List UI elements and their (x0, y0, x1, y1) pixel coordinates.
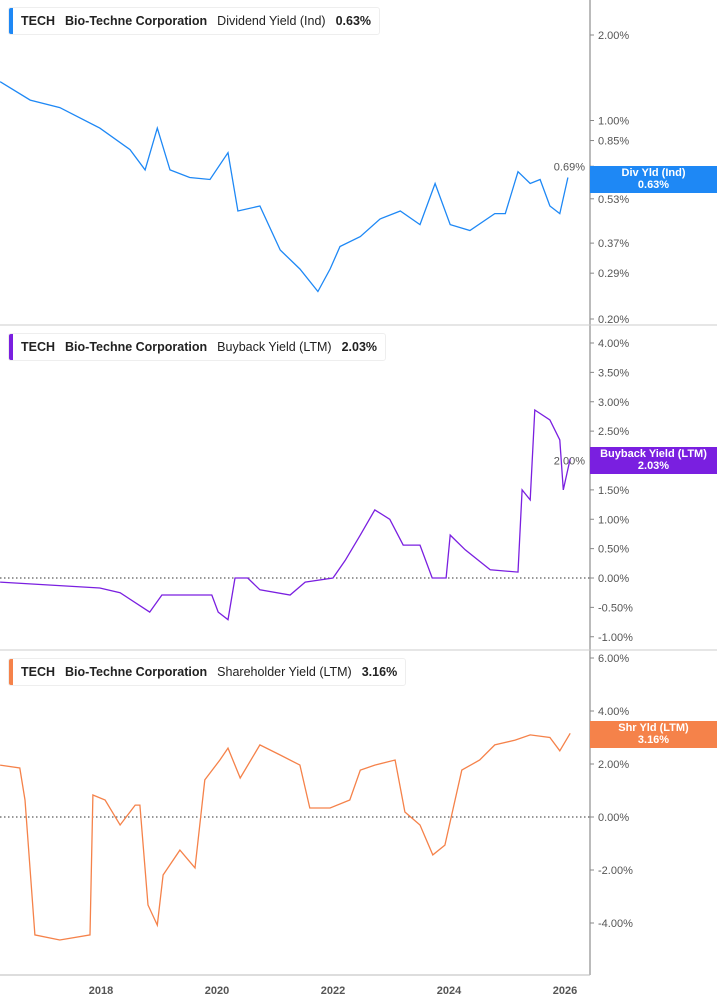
y-tick-label: 4.00% (598, 706, 629, 718)
y-tick-label: 3.50% (598, 367, 629, 379)
x-tick-label: 2020 (205, 985, 229, 997)
legend-metric: Buyback Yield (LTM) (217, 340, 332, 354)
legend-metric: Shareholder Yield (LTM) (217, 665, 352, 679)
last-value-badge-buyback: Buyback Yield (LTM) 2.03% (590, 447, 717, 474)
badge-label: Buyback Yield (LTM) (600, 448, 707, 460)
legend-ticker: TECH (21, 340, 56, 354)
badge-value: 2.03% (637, 460, 670, 472)
y-tick-label: 0.50% (598, 544, 629, 556)
legend-value: 2.03% (341, 340, 378, 354)
y-tick-label: 0.53% (598, 194, 629, 206)
y-tick-label: -0.50% (598, 602, 633, 614)
legend-buyback-yield[interactable]: TECH Bio-Techne Corporation Buyback Yiel… (8, 333, 387, 361)
legend-metric: Dividend Yield (Ind) (217, 14, 326, 28)
y-tick-label: 0.00% (598, 812, 629, 824)
y-tick-label: -1.00% (598, 632, 633, 644)
series-color-swatch (9, 659, 13, 685)
legend-company: Bio-Techne Corporation (65, 665, 208, 679)
badge-label: Shr Yld (LTM) (618, 722, 689, 734)
y-tick-label: 2.00% (598, 759, 629, 771)
legend-value: 0.63% (335, 14, 372, 28)
y-tick-label: 1.50% (598, 485, 629, 497)
legend-value: 3.16% (361, 665, 398, 679)
badge-label: Div Yld (Ind) (621, 167, 686, 179)
last-value-badge-dividend: Div Yld (Ind) 0.63% (590, 166, 717, 193)
legend-company: Bio-Techne Corporation (65, 340, 208, 354)
series-color-swatch (9, 8, 13, 34)
series-line-2 (0, 732, 571, 941)
series-line-1 (0, 408, 571, 621)
badge-value: 0.63% (637, 179, 670, 191)
x-tick-label: 2022 (321, 985, 345, 997)
series-line-0 (0, 81, 569, 293)
y-tick-label: 0.20% (598, 314, 629, 326)
legend-company: Bio-Techne Corporation (65, 14, 208, 28)
badge-value: 3.16% (637, 734, 670, 746)
y-tick-label: -4.00% (598, 918, 633, 930)
legend-ticker: TECH (21, 14, 56, 28)
legend-ticker: TECH (21, 665, 56, 679)
x-tick-label: 2026 (553, 985, 577, 997)
legend-dividend-yield[interactable]: TECH Bio-Techne Corporation Dividend Yie… (8, 7, 381, 35)
y-tick-label: -2.00% (598, 865, 633, 877)
last-value-badge-shareholder: Shr Yld (LTM) 3.16% (590, 721, 717, 748)
legend-shareholder-yield[interactable]: TECH Bio-Techne Corporation Shareholder … (8, 658, 407, 686)
y-tick-label: 0.37% (598, 238, 629, 250)
y-tick-label: 2.00% (598, 30, 629, 42)
x-tick-label: 2024 (437, 985, 462, 997)
y-tick-label: 0.29% (598, 268, 629, 280)
y-tick-label: 2.50% (598, 426, 629, 438)
y-tick-label: 4.00% (598, 338, 629, 350)
y-tick-label: 0.00% (598, 573, 629, 585)
y-tick-label: 0.85% (598, 136, 629, 148)
y-tick-label: 1.00% (598, 115, 629, 127)
series-color-swatch (9, 334, 13, 360)
x-tick-label: 2018 (89, 985, 113, 997)
y-tick-label: 0.69% (554, 161, 585, 173)
y-tick-label: 1.00% (598, 514, 629, 526)
y-tick-label: 6.00% (598, 653, 629, 665)
y-tick-label: 3.00% (598, 397, 629, 409)
